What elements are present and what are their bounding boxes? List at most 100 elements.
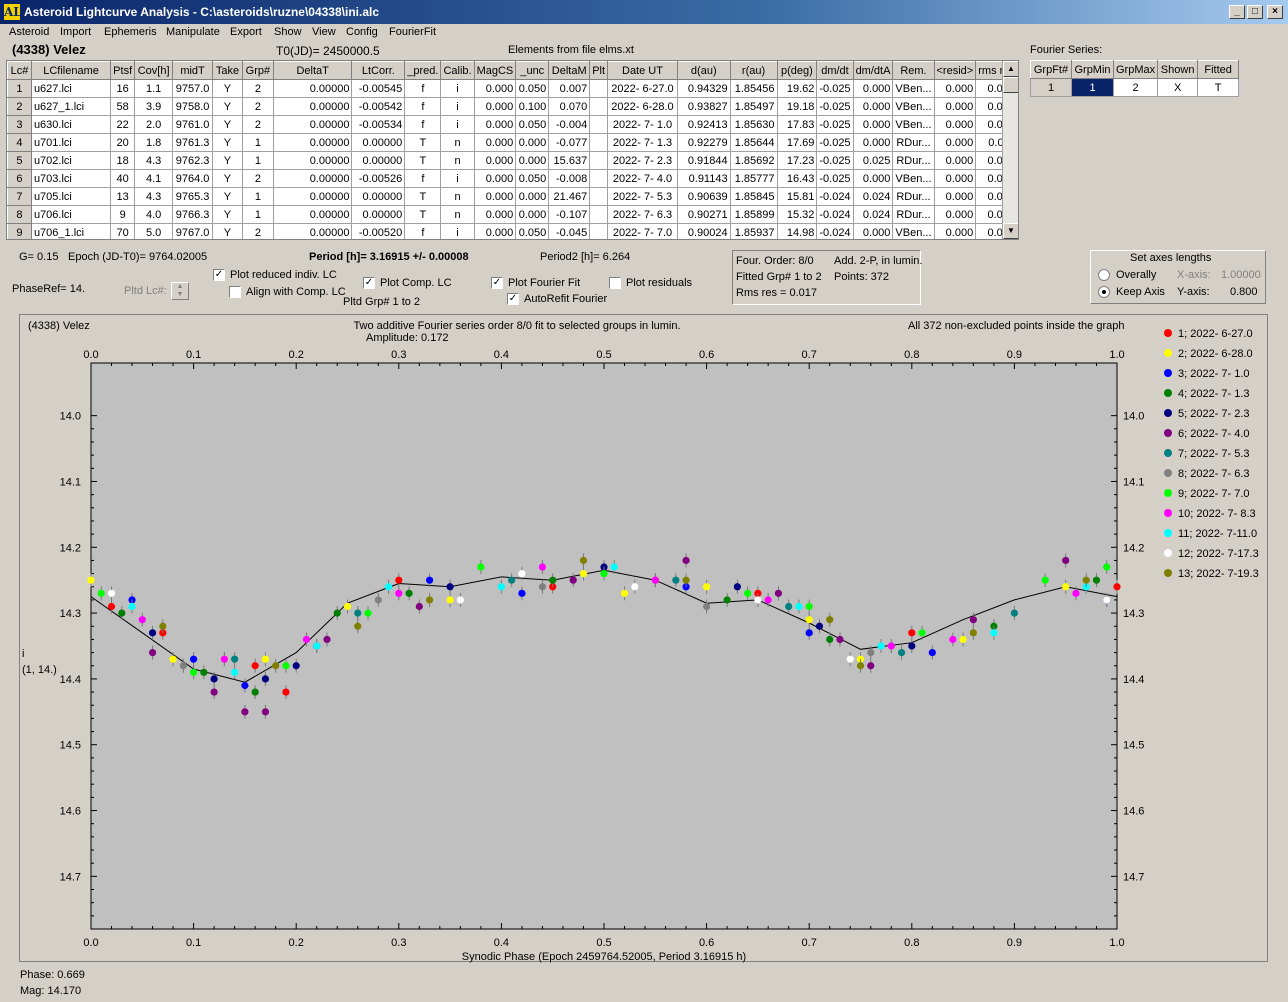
overally-radio[interactable] bbox=[1098, 269, 1110, 281]
lightcurve-plot[interactable]: 0.0 0.0 0.1 0.1 0.2 0.2 0.3 0.3 0.4 0.4 0.5 0.5 0.6 0… bbox=[20, 315, 1269, 963]
table-cell[interactable]: 16.43 bbox=[776, 169, 818, 188]
table-cell[interactable]: 0.93827 bbox=[676, 97, 731, 116]
table-cell[interactable]: 0.00000 bbox=[272, 79, 353, 98]
table-cell[interactable]: -0.025 bbox=[816, 151, 854, 170]
table-cell[interactable]: 70 bbox=[110, 223, 136, 239]
table-cell[interactable]: VBen... bbox=[892, 169, 935, 188]
table-cell[interactable]: 1 bbox=[241, 151, 274, 170]
table-cell[interactable]: 21.467 bbox=[548, 187, 591, 206]
table-cell[interactable]: 2022- 7- 4.0 bbox=[607, 169, 678, 188]
table-cell[interactable]: 9766.3 bbox=[172, 205, 214, 224]
table-cell[interactable]: u706.lci bbox=[30, 205, 112, 224]
table-cell[interactable]: 0.000 bbox=[933, 187, 977, 206]
table-cell[interactable]: 1.8 bbox=[134, 133, 174, 152]
table-cell[interactable]: 9757.0 bbox=[172, 79, 214, 98]
table-cell[interactable]: 0.000 bbox=[515, 133, 550, 152]
table-cell[interactable]: 2 bbox=[241, 169, 274, 188]
table-cell[interactable]: 0.00000 bbox=[351, 151, 406, 170]
table-cell[interactable]: 0.00000 bbox=[351, 187, 406, 206]
table-cell[interactable]: 20 bbox=[110, 133, 136, 152]
table-cell[interactable]: 9 bbox=[7, 223, 32, 239]
table-cell[interactable]: 2 bbox=[7, 97, 32, 116]
table-cell[interactable]: 0.000 bbox=[852, 169, 894, 188]
plot-reduced-checkbox[interactable]: ✓ bbox=[213, 269, 225, 281]
table-cell[interactable]: u703.lci bbox=[30, 169, 112, 188]
table-cell[interactable]: 0.000 bbox=[473, 133, 517, 152]
table-cell[interactable]: 5.0 bbox=[134, 223, 174, 239]
table-cell[interactable]: n bbox=[440, 151, 475, 170]
table-cell[interactable]: 1.85692 bbox=[729, 151, 778, 170]
table-cell[interactable]: 0.000 bbox=[933, 151, 977, 170]
table-cell[interactable]: 17.69 bbox=[776, 133, 818, 152]
table-cell[interactable]: 17.83 bbox=[776, 115, 818, 134]
lc-col-header[interactable]: <resid> bbox=[933, 61, 977, 80]
table-cell[interactable]: -0.00520 bbox=[351, 223, 406, 239]
table-cell[interactable]: f bbox=[404, 79, 442, 98]
table-cell[interactable]: -0.024 bbox=[816, 205, 854, 224]
table-cell[interactable]: 4 bbox=[7, 133, 32, 152]
table-cell[interactable]: 0.90639 bbox=[676, 187, 731, 206]
table-cell[interactable] bbox=[589, 223, 609, 239]
lc-col-header[interactable]: d(au) bbox=[676, 61, 731, 80]
table-cell[interactable]: i bbox=[440, 223, 475, 239]
table-cell[interactable]: 0.007 bbox=[548, 79, 591, 98]
lightcurve-table[interactable]: Lc# LCfilename Ptsf Cov[h] midT Take Grp# Delta… bbox=[6, 60, 1019, 240]
table-cell[interactable]: 0.00000 bbox=[272, 187, 353, 206]
autorefit-checkbox[interactable]: ✓ bbox=[507, 293, 519, 305]
table-cell[interactable]: RDur... bbox=[892, 205, 935, 224]
table-cell[interactable]: u630.lci bbox=[30, 115, 112, 134]
fourier-cell-grpmax[interactable]: 2 bbox=[1112, 78, 1159, 97]
table-cell[interactable]: 40 bbox=[110, 169, 136, 188]
lc-col-header[interactable]: LCfilename bbox=[30, 61, 112, 80]
fourier-cell-fitted[interactable]: T bbox=[1197, 78, 1240, 97]
menu-config[interactable]: Config bbox=[346, 26, 378, 38]
scroll-thumb[interactable] bbox=[1003, 77, 1018, 93]
table-cell[interactable]: 2.0 bbox=[134, 115, 174, 134]
table-cell[interactable]: Y bbox=[212, 187, 243, 206]
table-cell[interactable]: 0.00000 bbox=[272, 133, 353, 152]
table-cell[interactable]: 1.85899 bbox=[729, 205, 778, 224]
table-cell[interactable]: RDur... bbox=[892, 133, 935, 152]
plot-residuals-checkbox[interactable] bbox=[609, 277, 621, 289]
table-cell[interactable]: 0.000 bbox=[473, 169, 517, 188]
table-cell[interactable]: 1.85497 bbox=[729, 97, 778, 116]
plot-comp-checkbox[interactable]: ✓ bbox=[363, 277, 375, 289]
lc-col-header[interactable]: r(au) bbox=[729, 61, 778, 80]
table-cell[interactable]: 0.000 bbox=[933, 205, 977, 224]
table-cell[interactable]: VBen... bbox=[892, 97, 935, 116]
table-cell[interactable]: 9 bbox=[110, 205, 136, 224]
table-cell[interactable]: n bbox=[440, 205, 475, 224]
table-cell[interactable]: 9765.3 bbox=[172, 187, 214, 206]
table-cell[interactable]: i bbox=[440, 115, 475, 134]
fourier-cell-shown[interactable]: X bbox=[1157, 78, 1199, 97]
lc-col-header[interactable]: midT bbox=[172, 61, 214, 80]
table-cell[interactable]: f bbox=[404, 97, 442, 116]
lc-col-header[interactable]: DeltaM bbox=[548, 61, 591, 80]
table-cell[interactable]: -0.045 bbox=[548, 223, 591, 239]
table-cell[interactable]: 1.85937 bbox=[729, 223, 778, 239]
menu-import[interactable]: Import bbox=[60, 26, 92, 38]
table-cell[interactable]: 2022- 7- 5.3 bbox=[607, 187, 678, 206]
table-cell[interactable] bbox=[589, 169, 609, 188]
table-cell[interactable]: 2022- 7- 2.3 bbox=[607, 151, 678, 170]
table-cell[interactable]: i bbox=[440, 97, 475, 116]
table-cell[interactable]: 9761.3 bbox=[172, 133, 214, 152]
pltd-lc-spinner[interactable]: ▲ ▼ bbox=[171, 282, 189, 300]
table-cell[interactable]: 1 bbox=[241, 205, 274, 224]
table-cell[interactable]: u627.lci bbox=[30, 79, 112, 98]
table-cell[interactable]: 0.00000 bbox=[272, 223, 353, 239]
lc-col-header[interactable]: Grp# bbox=[241, 61, 274, 80]
table-cell[interactable]: 19.18 bbox=[776, 97, 818, 116]
table-cell[interactable]: Y bbox=[212, 223, 243, 239]
table-cell[interactable]: 0.000 bbox=[515, 205, 550, 224]
table-cell[interactable]: T bbox=[404, 205, 442, 224]
table-cell[interactable]: Y bbox=[212, 169, 243, 188]
table-cell[interactable] bbox=[589, 187, 609, 206]
table-cell[interactable]: 0.000 bbox=[852, 223, 894, 239]
table-cell[interactable]: -0.00534 bbox=[351, 115, 406, 134]
table-cell[interactable]: RDur... bbox=[892, 187, 935, 206]
table-cell[interactable]: -0.025 bbox=[816, 133, 854, 152]
